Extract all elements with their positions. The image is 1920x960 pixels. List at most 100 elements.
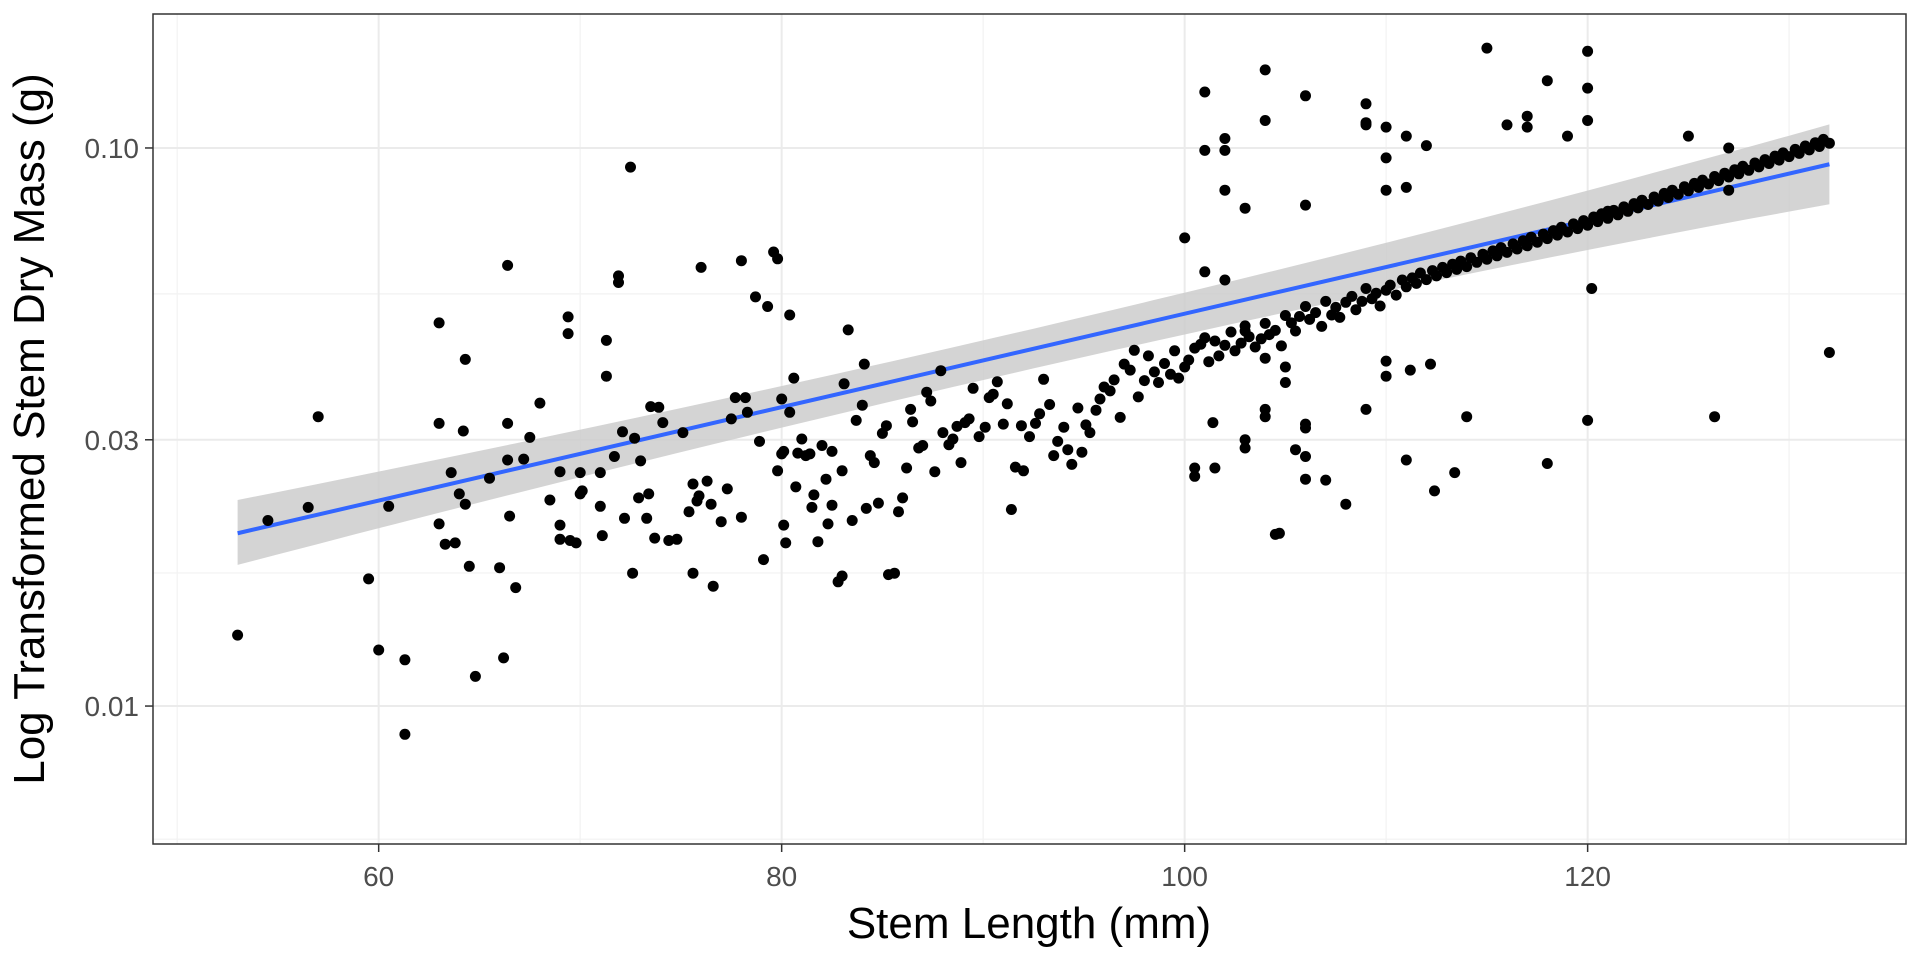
- data-point: [1294, 311, 1305, 322]
- data-point: [570, 537, 582, 549]
- confidence-band-layer: [237, 124, 1830, 565]
- x-axis: 60 80 100 120: [363, 844, 1611, 892]
- data-point: [1239, 434, 1251, 446]
- data-point: [1481, 42, 1493, 54]
- data-point: [1159, 358, 1170, 369]
- data-point: [929, 466, 941, 478]
- data-point: [1207, 417, 1219, 429]
- data-point: [663, 535, 675, 546]
- data-point: [643, 488, 655, 500]
- data-point: [1451, 263, 1463, 275]
- data-point: [1219, 133, 1231, 144]
- data-point: [657, 417, 669, 429]
- y-tick-label: 0.10: [85, 133, 140, 164]
- data-point: [617, 426, 628, 438]
- data-point: [1511, 243, 1523, 255]
- data-point: [1582, 219, 1594, 231]
- data-point: [725, 413, 737, 425]
- data-point: [973, 431, 985, 443]
- data-point: [921, 386, 933, 398]
- data-point: [433, 317, 445, 329]
- data-point: [1038, 373, 1050, 385]
- data-point: [1360, 403, 1372, 415]
- data-point: [510, 582, 522, 594]
- data-point: [1350, 304, 1362, 316]
- data-point: [935, 365, 947, 377]
- data-point: [1330, 301, 1342, 313]
- data-point: [772, 253, 784, 265]
- data-point: [1300, 451, 1311, 462]
- data-point: [937, 427, 949, 439]
- data-point: [1213, 350, 1225, 362]
- data-point: [1481, 253, 1493, 265]
- data-point: [1279, 377, 1291, 388]
- data-point: [1783, 151, 1795, 163]
- data-point: [635, 455, 647, 467]
- data-point: [653, 401, 665, 413]
- x-tick-label: 120: [1564, 861, 1611, 892]
- data-point: [1753, 161, 1765, 173]
- data-point: [1199, 266, 1211, 278]
- data-point: [1030, 417, 1041, 429]
- data-point: [838, 378, 850, 390]
- data-point: [1138, 375, 1150, 387]
- data-point: [1310, 307, 1322, 319]
- data-point: [600, 370, 612, 382]
- data-point: [997, 418, 1009, 430]
- data-point: [1793, 147, 1805, 159]
- x-axis-title: Stem Length (mm): [847, 899, 1211, 948]
- data-point: [1279, 361, 1291, 373]
- confidence-band: [237, 124, 1830, 565]
- data-point: [925, 395, 937, 407]
- data-point: [754, 435, 765, 447]
- data-point: [1404, 364, 1416, 376]
- data-point: [1259, 115, 1271, 126]
- data-point: [459, 353, 471, 365]
- data-point: [554, 533, 566, 545]
- data-point: [897, 492, 909, 504]
- data-point: [1582, 414, 1594, 426]
- data-point: [518, 453, 530, 465]
- data-point: [846, 515, 858, 526]
- data-point: [1199, 332, 1211, 344]
- plot-border: [152, 13, 1907, 845]
- data-point: [1380, 121, 1392, 133]
- data-point: [1269, 324, 1281, 336]
- data-point: [1015, 420, 1027, 432]
- data-point: [629, 432, 641, 444]
- data-point: [1062, 444, 1074, 456]
- data-point: [1300, 418, 1311, 430]
- data-point: [1652, 195, 1664, 207]
- data-point: [967, 382, 979, 394]
- x-tick-label: 100: [1161, 861, 1208, 892]
- data-point: [1360, 117, 1372, 129]
- data-point: [1713, 175, 1725, 187]
- data-point: [1441, 267, 1453, 279]
- data-point: [1823, 347, 1835, 358]
- data-point: [1104, 385, 1116, 397]
- data-point: [1723, 171, 1735, 183]
- data-point: [633, 492, 645, 504]
- data-point: [1356, 295, 1368, 307]
- data-point: [1703, 178, 1714, 190]
- data-point: [457, 425, 469, 437]
- data-point: [1052, 435, 1064, 447]
- data-point: [1279, 310, 1291, 321]
- data-point: [1259, 317, 1271, 329]
- data-point: [1390, 289, 1402, 301]
- data-point: [963, 413, 975, 425]
- data-point: [987, 388, 999, 400]
- data-point: [453, 488, 465, 500]
- data-point: [1586, 283, 1598, 294]
- data-point: [554, 519, 566, 531]
- data-point: [1384, 279, 1396, 291]
- data-point: [822, 518, 834, 530]
- data-point: [1132, 391, 1144, 403]
- data-point: [1300, 199, 1311, 211]
- data-point: [1269, 528, 1281, 540]
- data-point: [1255, 333, 1267, 345]
- data-point: [1084, 427, 1096, 439]
- data-point: [693, 490, 705, 502]
- data-point: [826, 445, 838, 457]
- data-point: [373, 644, 385, 656]
